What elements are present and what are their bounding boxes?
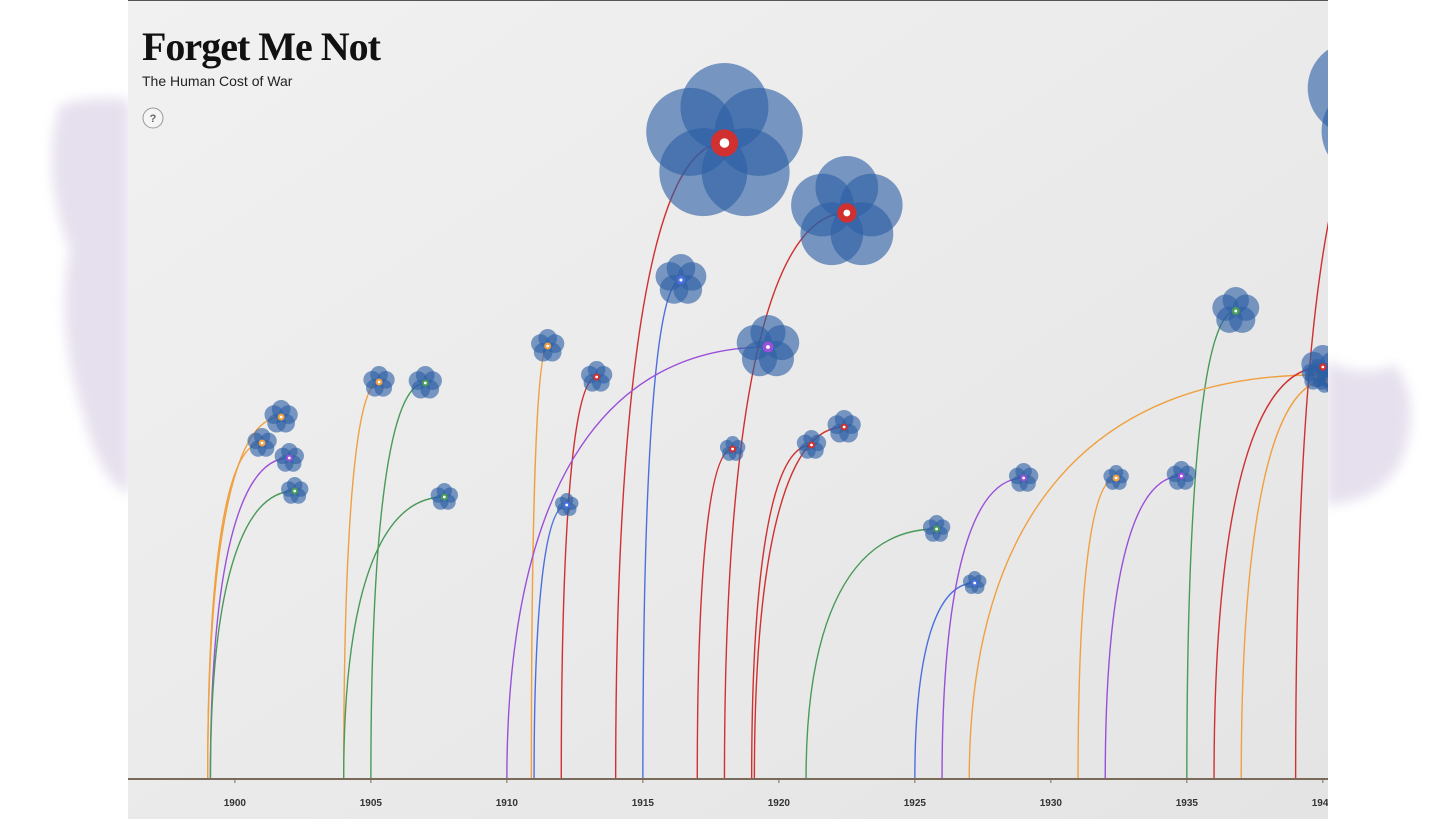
flower [430,483,459,510]
x-tick-label: 1900 [224,798,247,809]
flower-dot [260,441,264,445]
plot: 1900 1905 1910 1915 1920 1925 1930 1935 1940 [206,15,1456,809]
flower [791,156,903,266]
watercolor [52,98,130,495]
flower [922,515,951,542]
flower-dot [293,489,297,493]
x-tick-label: 1930 [1040,798,1063,809]
flower [247,428,277,457]
flower-dot [423,381,427,385]
flower [1008,463,1039,492]
x-tick-label: 1910 [496,798,519,809]
flower-dot [935,527,939,531]
stem [342,496,445,780]
flower-dot [842,425,846,429]
flower-dot [719,138,730,148]
flower [1103,465,1129,490]
flower-center [1376,86,1405,115]
flower [1212,287,1260,333]
flower [408,366,442,399]
flower [736,315,800,377]
stem [506,346,768,780]
x-tick-label: 1920 [768,798,791,809]
flower-dot [1386,95,1396,105]
flower-dot [565,503,569,507]
flower [281,477,309,504]
stem [209,490,295,780]
subtitle: The Human Cost of War [142,73,293,89]
flower-dot [810,443,813,447]
flower [796,430,827,459]
flower-dot [1321,365,1325,369]
petal [1344,15,1438,109]
petal [1380,41,1456,135]
stem [941,477,1024,780]
petal [1301,351,1326,377]
stem [1213,366,1323,780]
stem [750,444,812,780]
flower-dot [442,495,446,499]
flowers [247,15,1456,594]
flower-dot [279,415,283,419]
watercolor [1326,360,1411,505]
petal [1367,84,1456,178]
flower-dot [546,344,550,348]
flower [1166,461,1197,490]
help-button[interactable]: ? [142,107,164,129]
flower [655,253,707,304]
flower [827,410,861,443]
stem [206,442,263,780]
flower [719,436,746,461]
flower [646,63,803,217]
petal [1212,294,1239,321]
flower-dot [1114,476,1118,480]
flower [580,361,613,392]
stem [1104,475,1182,780]
petal [1321,107,1328,155]
flower [264,400,298,433]
flower [1307,15,1456,178]
flower-dot [731,447,735,451]
petal [655,262,685,291]
flower-dot [1179,474,1183,478]
flower-dot [377,380,381,384]
flower-dot [287,456,291,460]
flower [962,571,987,594]
petal [1307,49,1328,127]
stem [914,582,975,780]
x-tick-label: 1940 [1312,798,1335,809]
petal [646,87,735,176]
stem [1240,379,1328,780]
petal [736,324,772,361]
flower-dot [766,345,770,349]
x-tick-label: 1905 [360,798,383,809]
flower-dot [1234,309,1238,313]
flower-dot [973,581,977,585]
flower-dot [595,375,599,379]
flower-dot [843,209,851,217]
stem [753,426,845,780]
help-label[interactable]: ? [150,113,157,125]
flower-dot [679,278,683,282]
flower [1301,345,1328,388]
petal [791,173,854,237]
flower [531,329,565,362]
flower [274,443,304,472]
x-tick-label: 1925 [904,798,927,809]
flower [554,493,579,516]
title: Forget Me Not [142,24,382,69]
flower-dot [1022,476,1026,480]
stem [805,528,937,780]
x-tick-label: 1935 [1176,798,1199,809]
flower [363,366,395,397]
stem [968,374,1318,780]
x-tick-label: 1915 [632,798,655,809]
help-circle[interactable] [142,107,164,129]
stem [1294,221,1328,780]
